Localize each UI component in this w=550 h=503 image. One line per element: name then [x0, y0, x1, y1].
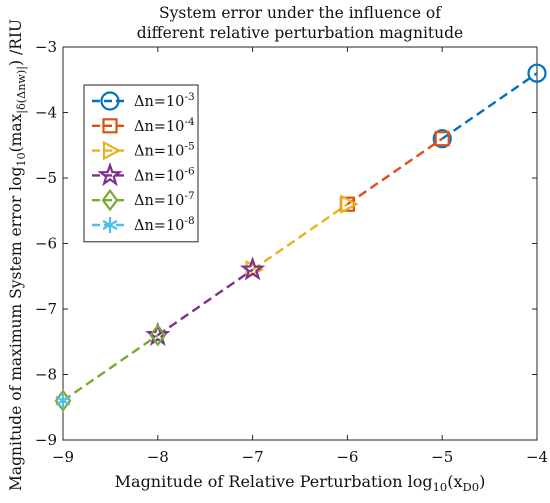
legend-marker — [101, 188, 119, 212]
x-tick-label: −5 — [431, 448, 453, 466]
y-tick-label: −7 — [35, 300, 57, 318]
data-point-series-1 — [527, 63, 547, 83]
x-tick-label: −4 — [526, 448, 548, 466]
marker-shape — [97, 162, 123, 187]
legend-exponent: -4 — [184, 116, 195, 128]
x-axis-label-arg-sub: D0 — [462, 480, 480, 495]
series-line-5 — [62, 334, 159, 402]
legend-item-6: Δn=10-8 — [92, 215, 195, 234]
y-axis-label: Magnitude of maximum System error log10(… — [6, 18, 28, 491]
legend-box — [83, 84, 199, 243]
legend-label: Δn=10-5 — [134, 141, 195, 160]
legend: Δn=10-3 Δn=10-4 Δn=10-5 Δn=10-6 Δn=10-7 Δn=10… — [83, 84, 199, 243]
y-tick-label: −4 — [35, 104, 57, 122]
series-layer — [54, 63, 547, 413]
x-tick-label: −7 — [242, 448, 264, 466]
chart-title-line-1: System error under the influence of — [159, 4, 441, 22]
marker-shape — [101, 188, 119, 212]
legend-label: Δn=10-7 — [134, 190, 195, 209]
marker-shape — [340, 194, 359, 215]
x-axis-label-close: ) — [479, 472, 486, 491]
x-axis-label: Magnitude of Relative Perturbation log10… — [60, 474, 540, 494]
data-point-series-1 — [432, 129, 452, 149]
legend-marker — [100, 91, 120, 111]
series-line-1 — [441, 72, 538, 140]
x-axis-label-sub: 10 — [432, 480, 448, 495]
series-line-4 — [157, 268, 254, 337]
legend-exponent: -3 — [184, 91, 194, 103]
y-axis-label-sub: 10 — [14, 152, 28, 167]
x-tick-label: −8 — [147, 448, 169, 466]
legend-exponent: -6 — [184, 165, 195, 177]
legend-marker — [102, 217, 118, 233]
y-tick-label: −6 — [35, 235, 57, 253]
data-point-series-3 — [340, 194, 359, 215]
data-point-series-6 — [55, 392, 71, 409]
y-axis-label-main: Magnitude of maximum System error log — [6, 166, 25, 491]
marker-shape — [527, 63, 547, 83]
marker-shape — [149, 323, 167, 347]
y-tick-label: −9 — [35, 431, 57, 449]
y-tick-label: −8 — [35, 366, 57, 384]
legend-exponent: -5 — [184, 141, 194, 153]
y-axis-label-end: ) /RIU — [6, 18, 25, 66]
legend-item-4: Δn=10-6 — [92, 162, 195, 187]
y-axis-label-mid-sub: |δ(Δnw)| — [14, 65, 28, 114]
x-axis-label-arg: (x — [447, 472, 463, 491]
series-line-2 — [346, 137, 443, 206]
y-tick-label: −3 — [35, 38, 57, 56]
marker-shape — [434, 131, 450, 147]
x-tick-label: −6 — [336, 448, 358, 466]
legend-label: Δn=10-3 — [134, 91, 195, 110]
marker-shape — [100, 91, 120, 111]
marker-shape — [102, 220, 118, 230]
marker-shape — [432, 129, 452, 149]
y-axis-label-mid: (max — [6, 113, 25, 153]
x-tick-label: −9 — [52, 448, 74, 466]
legend-item-1: Δn=10-3 — [92, 91, 195, 111]
legend-item-3: Δn=10-5 — [92, 140, 195, 161]
legend-label: Δn=10-6 — [134, 165, 195, 184]
legend-exponent: -8 — [184, 215, 194, 227]
marker-shape — [102, 118, 118, 134]
marker-shape — [145, 321, 171, 347]
series-line-3 — [251, 203, 349, 271]
x-axis-label-main: Magnitude of Relative Perturbation log — [114, 472, 433, 491]
data-point-series-4 — [239, 256, 266, 281]
tick-layer: −9 −8 −7 −6 −5 −4 −9 −8 −7 −6 −5 −4 −3 — [35, 38, 548, 466]
marker-shape — [102, 140, 122, 161]
legend-item-2: Δn=10-4 — [92, 116, 195, 135]
legend-marker — [102, 118, 118, 134]
legend-label: Δn=10-8 — [134, 215, 195, 234]
legend-item-5: Δn=10-7 — [92, 188, 195, 212]
y-tick-label: −5 — [35, 169, 57, 187]
data-point-series-5 — [149, 323, 167, 347]
legend-marker — [102, 140, 122, 161]
legend-label: Δn=10-4 — [134, 116, 195, 135]
legend-marker — [97, 162, 123, 187]
legend-exponent: -7 — [184, 190, 194, 202]
chart-title-line-2: different relative perturbation magnitud… — [136, 24, 464, 42]
data-point-series-4 — [145, 321, 171, 347]
marker-shape — [239, 256, 266, 281]
data-point-series-2 — [434, 131, 450, 147]
marker-shape — [55, 395, 71, 406]
